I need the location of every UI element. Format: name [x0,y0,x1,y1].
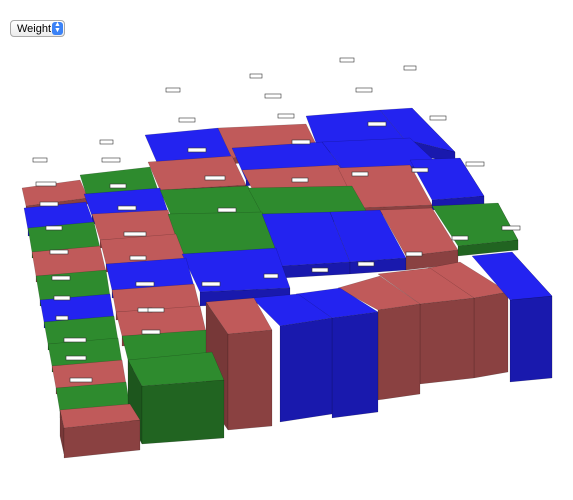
block-tag-35 [465,161,485,167]
block-tag-44 [201,281,221,287]
block-tag-16 [141,329,161,335]
block-tag-25 [291,139,311,145]
block-tag-34 [429,115,447,121]
block-tags [32,57,521,383]
block-tag-9 [49,249,69,255]
block-tag-27 [204,175,226,181]
block-tag-20 [165,87,181,93]
block-tag-12 [135,281,155,287]
block-tag-18 [65,355,87,361]
block-tag-28 [291,177,309,183]
block-tag-22 [249,73,263,79]
block-tag-37 [351,171,369,177]
block-tag-36 [411,167,429,173]
block-tag-17 [63,337,87,343]
treemap-block-39-front[interactable] [377,303,421,401]
treemap-block-38-top[interactable] [471,251,553,301]
treemap-block-37-top[interactable] [377,267,475,305]
block-tag-43 [263,273,279,279]
block-tag-32 [403,65,417,71]
block-tag-13 [53,295,71,301]
treemap-block-40-front[interactable] [331,311,379,419]
treemap-block-43-top[interactable] [127,351,225,387]
block-tag-45 [147,307,165,313]
block-tag-39 [501,225,521,231]
treemap-block-41-front[interactable] [279,317,333,423]
treemap-block-42-top[interactable] [205,297,273,335]
treemap-block-36-front[interactable] [473,291,509,379]
treemap-block-17-top[interactable] [167,211,277,255]
block-tag-7 [45,225,63,231]
treemap-block-37-front[interactable] [419,297,475,385]
block-tag-11 [51,275,71,281]
block-tag-31 [355,87,373,93]
block-tag-23 [264,93,282,99]
metric-select[interactable]: Weight ▲ ▼ [10,20,65,37]
block-tag-0 [32,157,48,163]
block-tag-5 [39,201,59,207]
metric-select-value: Weight [17,23,52,35]
block-tag-4 [109,183,127,189]
block-tag-41 [357,261,375,267]
treemap-block-43-front[interactable] [141,379,225,445]
block-tag-15 [55,315,69,321]
block-tag-1 [99,139,114,145]
block-tag-3 [35,181,57,187]
block-tag-38 [451,235,469,241]
block-tag-8 [123,231,147,237]
block-tag-33 [367,121,387,127]
block-tag-6 [117,205,137,211]
block-tag-19 [69,377,93,383]
block-tag-26 [187,147,207,153]
treemap-block-42-front[interactable] [227,329,273,431]
block-tag-40 [405,251,423,257]
treemap-block-25-top[interactable] [181,247,291,293]
block-tag-29 [217,207,237,213]
block-tag-24 [277,113,295,119]
block-tag-42 [311,267,329,273]
treemap-block-3-top[interactable] [379,107,456,153]
treemap-block-41-top[interactable] [251,293,333,327]
treemap-block-14-top[interactable] [247,185,369,215]
treemap-block-39-top[interactable] [337,275,421,311]
treemap-block-7-top[interactable] [409,157,485,201]
treemap-block-38-front[interactable] [509,295,553,383]
block-tag-2 [101,157,121,163]
block-tag-30 [339,57,355,63]
up-down-chevron-icon: ▲ ▼ [52,21,63,35]
block-tag-21 [178,117,196,123]
treemap-block-44-top[interactable] [59,403,141,429]
treemap-block-4-top[interactable] [147,155,247,191]
treemap-block-21-top[interactable] [431,202,519,247]
block-tag-10 [129,255,147,261]
